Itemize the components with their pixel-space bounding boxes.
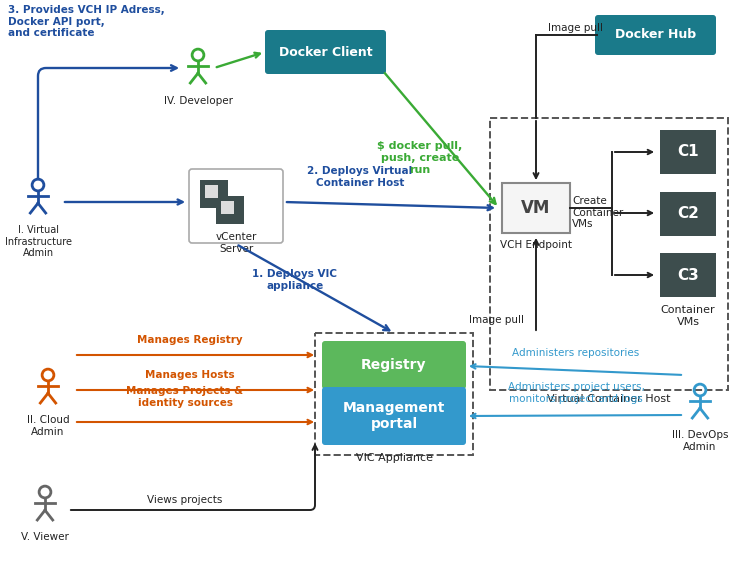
- Text: VCH Endpoint: VCH Endpoint: [500, 240, 572, 250]
- Bar: [200, 180, 228, 208]
- Text: Container
VMs: Container VMs: [661, 305, 716, 327]
- FancyBboxPatch shape: [322, 341, 466, 389]
- Text: Management
portal: Management portal: [343, 401, 446, 431]
- FancyBboxPatch shape: [660, 192, 716, 236]
- Text: Image pull: Image pull: [469, 315, 524, 325]
- FancyBboxPatch shape: [189, 169, 283, 243]
- Text: C1: C1: [677, 145, 699, 160]
- Text: VM: VM: [521, 199, 550, 217]
- Text: Virtual Container Host: Virtual Container Host: [548, 394, 670, 404]
- FancyBboxPatch shape: [595, 15, 716, 55]
- FancyBboxPatch shape: [322, 387, 466, 445]
- FancyBboxPatch shape: [660, 130, 716, 174]
- Text: 2. Deploys Virtual
Container Host: 2. Deploys Virtual Container Host: [308, 166, 413, 188]
- Text: I. Virtual
Infrastructure
Admin: I. Virtual Infrastructure Admin: [4, 225, 71, 258]
- Text: Docker Hub: Docker Hub: [615, 29, 696, 41]
- Text: 3. Provides VCH IP Adress,
Docker API port,
and certificate: 3. Provides VCH IP Adress, Docker API po…: [8, 5, 165, 38]
- Text: vCenter
Server: vCenter Server: [215, 232, 256, 254]
- FancyBboxPatch shape: [660, 253, 716, 297]
- Text: Manages Projects &
identity sources: Manages Projects & identity sources: [127, 386, 244, 408]
- Text: VIC Appliance: VIC Appliance: [356, 453, 433, 463]
- Text: Manages Registry: Manages Registry: [137, 335, 243, 345]
- Text: Registry: Registry: [362, 358, 427, 372]
- Text: IV. Developer: IV. Developer: [164, 96, 232, 106]
- Text: V. Viewer: V. Viewer: [21, 532, 69, 542]
- Bar: [205, 185, 218, 198]
- FancyBboxPatch shape: [502, 183, 570, 233]
- Text: Docker Client: Docker Client: [279, 45, 372, 59]
- FancyBboxPatch shape: [265, 30, 386, 74]
- Text: Views projects: Views projects: [147, 495, 223, 505]
- Text: 1. Deploys VIC
appliance: 1. Deploys VIC appliance: [253, 269, 338, 291]
- Text: C2: C2: [677, 207, 699, 222]
- Text: Manages Hosts: Manages Hosts: [146, 370, 235, 380]
- Text: Administers project users,
monitors project and logs: Administers project users, monitors proj…: [508, 382, 644, 404]
- Bar: [221, 201, 234, 214]
- Text: Create
Container
VMs: Create Container VMs: [572, 196, 623, 229]
- Bar: [216, 196, 244, 224]
- Text: C3: C3: [677, 267, 699, 282]
- Text: $ docker pull,
push, create
run: $ docker pull, push, create run: [377, 141, 463, 174]
- Text: Image pull: Image pull: [548, 23, 603, 33]
- Text: Administers repositories: Administers repositories: [512, 348, 640, 358]
- Text: II. Cloud
Admin: II. Cloud Admin: [27, 415, 69, 437]
- Text: III. DevOps
Admin: III. DevOps Admin: [672, 430, 728, 452]
